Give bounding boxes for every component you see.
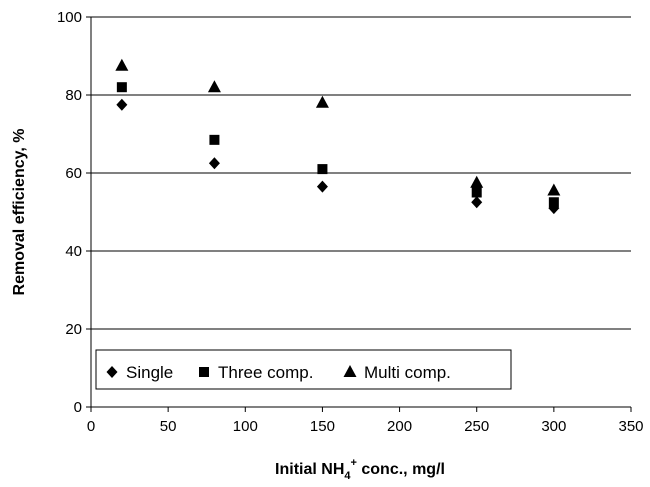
legend-label: Single: [126, 363, 173, 382]
diamond-data-point: [471, 196, 483, 209]
legend-square-marker: [199, 367, 209, 377]
x-tick-label: 200: [387, 418, 412, 435]
y-tick-label: 80: [65, 87, 82, 104]
square-data-point: [209, 134, 220, 145]
legend: Single Three comp. Multi comp.: [95, 349, 512, 390]
gridlines: [91, 16, 631, 330]
x-axis-title-superscript: +: [351, 457, 357, 469]
data-points: [115, 58, 561, 215]
legend-label: Three comp.: [218, 363, 313, 382]
x-tick-label: 100: [233, 418, 258, 435]
x-tick-label: 50: [160, 418, 177, 435]
y-tick-label: 60: [65, 165, 82, 182]
triangle-data-point: [115, 58, 129, 71]
diamond-data-point: [208, 157, 220, 170]
x-axis-title: Initial NH4+ conc., mg/l: [275, 457, 445, 482]
x-tick-label: 350: [618, 418, 643, 435]
axes: [86, 16, 632, 412]
y-tick-label: 20: [65, 321, 82, 338]
square-data-point: [317, 164, 328, 175]
x-axis-title-suffix: conc., mg/l: [357, 461, 445, 478]
y-tick-label: 100: [57, 9, 82, 26]
square-data-point: [548, 197, 559, 208]
y-tick-label: 0: [74, 399, 82, 416]
diamond-data-point: [316, 180, 328, 193]
x-tick-labels: 0 50 100 150 200 250 300 350: [87, 418, 644, 435]
square-data-point: [471, 187, 482, 198]
triangle-data-point: [470, 175, 484, 188]
x-tick-label: 0: [87, 418, 95, 435]
legend-label: Multi comp.: [364, 363, 451, 382]
legend-triangle-marker: [343, 365, 357, 377]
x-tick-label: 250: [464, 418, 489, 435]
y-axis-title: Removal efficiency, %: [11, 129, 28, 296]
y-tick-labels: 0 20 40 60 80 100: [57, 9, 82, 416]
x-axis-title-prefix: Initial NH: [275, 461, 344, 478]
diamond-data-point: [116, 98, 128, 111]
triangle-data-point: [207, 80, 221, 93]
triangle-data-point: [547, 183, 561, 196]
triangle-data-point: [315, 95, 329, 108]
x-tick-label: 300: [541, 418, 566, 435]
x-tick-label: 150: [310, 418, 335, 435]
legend-box: [95, 349, 512, 390]
square-data-point: [116, 82, 127, 93]
legend-diamond-marker: [106, 366, 118, 378]
y-tick-label: 40: [65, 243, 82, 260]
x-axis-title-subscript: 4: [344, 470, 351, 482]
